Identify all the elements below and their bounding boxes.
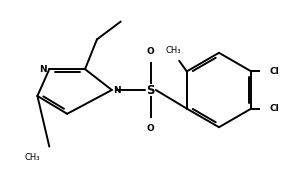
- Text: O: O: [147, 124, 154, 133]
- Text: Cl: Cl: [270, 67, 280, 76]
- Text: N: N: [113, 86, 121, 94]
- Text: S: S: [146, 84, 155, 96]
- Text: CH₃: CH₃: [165, 46, 181, 55]
- Text: Cl: Cl: [270, 104, 280, 113]
- Text: CH₃: CH₃: [25, 152, 41, 161]
- Text: N: N: [39, 65, 47, 74]
- Text: O: O: [147, 47, 154, 56]
